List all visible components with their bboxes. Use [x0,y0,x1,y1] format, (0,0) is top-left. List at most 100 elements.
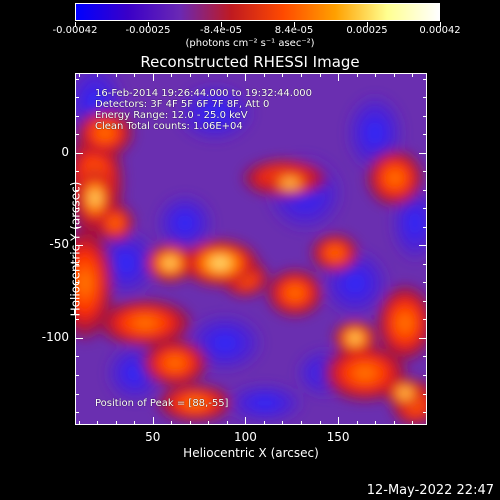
x-tick [375,73,377,77]
x-tick [301,73,303,77]
y-tick [75,78,79,80]
emission-high-region [140,338,210,388]
x-tick [245,417,247,425]
y-tick [423,78,427,80]
x-tick [282,73,284,77]
x-tick [393,421,395,425]
y-tick [75,226,79,228]
x-tick [226,73,228,77]
colorbar-tick-label: 0.00025 [346,25,388,36]
colorbar-tick-label: 0.00042 [419,25,461,36]
x-tick [412,421,414,425]
emission-high-region [75,108,135,158]
y-tick [423,319,427,321]
y-tick [75,171,79,173]
emission-low-region [225,383,305,423]
y-tick [75,245,83,247]
x-tick [263,421,265,425]
y-tick [75,189,79,191]
y-tick [75,152,83,154]
colorbar-tick [440,22,441,27]
x-tick [338,73,340,81]
emission-high-region [385,378,425,408]
x-tick [78,421,80,425]
colorbar [75,3,440,21]
x-tick [245,73,247,81]
emission-low-region [155,193,215,253]
x-tick [115,421,117,425]
x-tick [226,421,228,425]
x-tick [134,73,136,77]
detectors-info: Detectors: 3F 4F 5F 6F 7F 8F, Att 0 [95,99,270,110]
emission-high-region [155,383,235,423]
x-tick [171,73,173,77]
y-tick-label: -50 [49,237,69,252]
x-tick [282,421,284,425]
x-tick [356,73,358,77]
y-tick [75,97,79,99]
y-tick [419,245,427,247]
emission-high-region [180,239,260,287]
y-tick [75,208,79,210]
y-tick [423,263,427,265]
x-tick [393,73,395,77]
y-tick [75,412,79,414]
plot-title: Reconstructed RHESSI Image [140,53,360,71]
y-axis-label: Heliocentric Y (arcsec) [68,181,83,317]
y-tick [419,337,427,339]
emission-high-region [365,148,425,208]
rhessi-image [75,73,427,425]
emission-high-region [145,243,195,283]
emission-high-region [265,171,315,195]
y-tick [75,319,79,321]
y-tick [423,393,427,395]
emission-high-region [310,233,360,273]
x-tick-label: 50 [145,430,161,444]
y-tick [423,171,427,173]
colorbar-tick [221,22,222,27]
x-tick [319,73,321,77]
x-axis-label: Heliocentric X (arcsec) [183,446,319,460]
y-tick [423,208,427,210]
x-tick [319,421,321,425]
x-tick [115,73,117,77]
x-tick [301,421,303,425]
y-tick [75,134,79,136]
emission-high-region [77,168,113,228]
colorbar-tick-label: -0.00042 [52,25,98,36]
y-tick-label: -100 [41,329,69,344]
x-tick [134,421,136,425]
y-tick [423,300,427,302]
x-tick [356,421,358,425]
emission-high-region [265,268,325,318]
y-tick [423,97,427,99]
colorbar-tick [367,22,368,27]
colorbar-tick [294,22,295,27]
energy-range: Energy Range: 12.0 - 25.0 keV [95,110,248,121]
y-tick [75,282,79,284]
emission-high-region [375,283,427,363]
x-tick-label: 150 [326,430,350,444]
x-tick [208,421,210,425]
clean-info: Clean Total counts: 1.06E+04 [95,121,243,132]
y-tick [423,374,427,376]
x-tick [208,73,210,77]
colorbar-tick [75,22,76,27]
x-tick [97,421,99,425]
x-tick [152,417,154,425]
colorbar-tick-label: 8.4e-05 [274,25,314,36]
colorbar-tick-label: -8.4e-05 [200,25,242,36]
y-tick [75,356,79,358]
y-tick [75,115,79,117]
y-tick [419,152,427,154]
y-tick [75,374,79,376]
colorbar-tick-label: -0.00025 [125,25,171,36]
y-tick [423,282,427,284]
y-tick [423,226,427,228]
colorbar-tick [148,22,149,27]
x-tick [338,417,340,425]
x-tick [171,421,173,425]
y-tick [423,189,427,191]
y-tick [423,134,427,136]
y-tick [75,263,79,265]
